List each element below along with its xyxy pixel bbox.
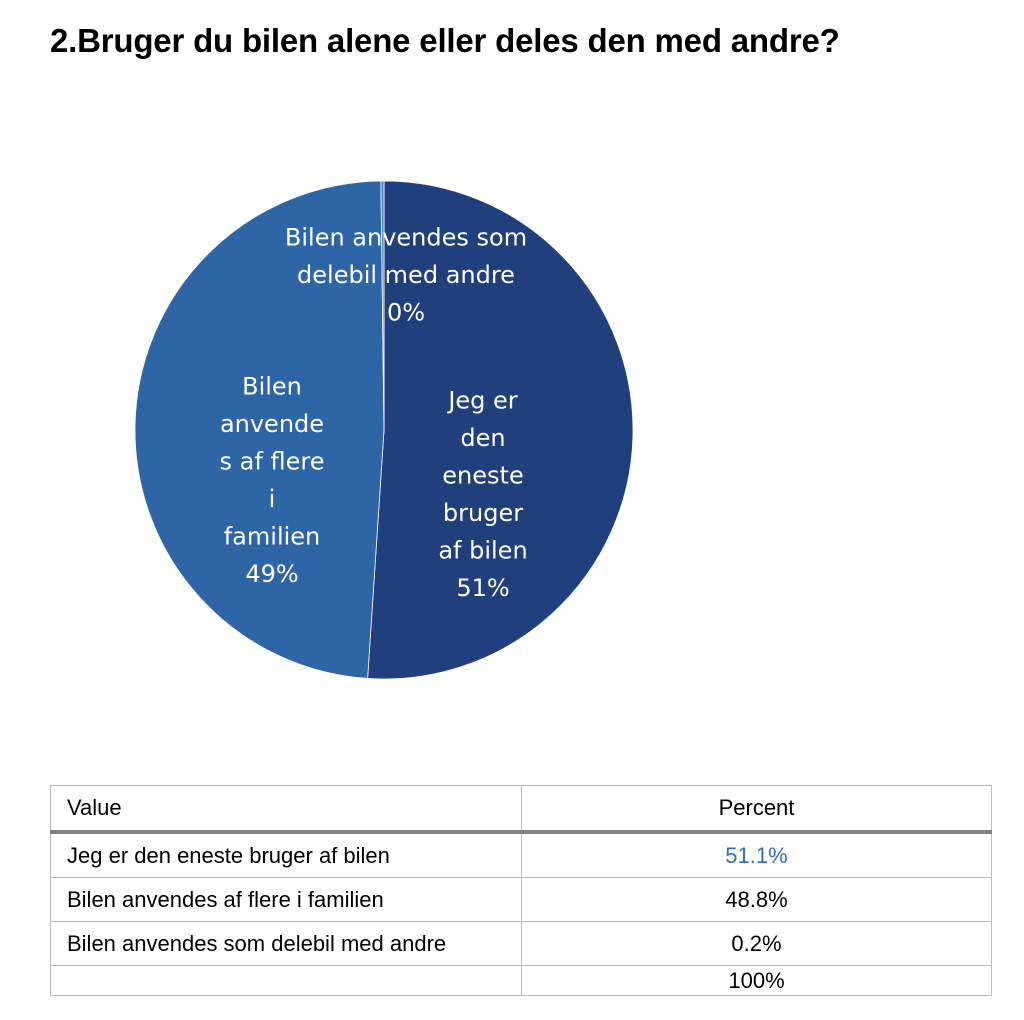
slice-delebil bbox=[380, 180, 385, 431]
header-percent: Percent bbox=[521, 785, 992, 834]
slice-label-line: bruger bbox=[443, 499, 523, 527]
total-empty-cell bbox=[50, 965, 522, 996]
slice-label-line: eneste bbox=[442, 461, 523, 489]
slice-label-line: den bbox=[460, 424, 505, 452]
total-percent: 100% bbox=[521, 965, 992, 996]
slice-label: Bilen anvende s af flere i familien 49% bbox=[220, 372, 325, 588]
slice-label-line: Bilen bbox=[242, 372, 302, 400]
slice-label-line: 51% bbox=[456, 574, 509, 602]
slice-flere-i-familien bbox=[134, 180, 385, 679]
row-percent: 51.1% bbox=[521, 831, 992, 878]
slice-label-line: Jeg er bbox=[446, 386, 517, 414]
table-row: Bilen anvendes af flere i familien 48.8% bbox=[50, 877, 992, 922]
slice-eneste-bruger bbox=[367, 180, 634, 680]
row-value: Bilen anvendes af flere i familien bbox=[50, 877, 522, 922]
slice-label-line: Bilen anvendes som bbox=[285, 224, 527, 252]
pie-chart: Jeg er den eneste bruger af bilen 51% Bilen anv… bbox=[134, 180, 634, 680]
table-row: Jeg er den eneste bruger af bilen 51.1% bbox=[50, 831, 992, 878]
slice-label-line: delebil med andre bbox=[297, 261, 515, 289]
row-value: Jeg er den eneste bruger af bilen bbox=[50, 831, 522, 878]
header-value: Value bbox=[50, 785, 522, 834]
summary-table: Value Percent Jeg er den eneste bruger a… bbox=[50, 785, 992, 996]
row-value: Bilen anvendes som delebil med andre bbox=[50, 921, 522, 966]
slice-label-line: 0% bbox=[387, 299, 425, 327]
page-title: 2.Bruger du bilen alene eller deles den … bbox=[50, 22, 840, 59]
row-percent: 0.2% bbox=[521, 921, 992, 966]
slice-label-line: af bilen bbox=[438, 536, 527, 564]
table-header-row: Value Percent bbox=[50, 785, 992, 834]
table-row: Bilen anvendes som delebil med andre 0.2… bbox=[50, 921, 992, 966]
row-percent: 48.8% bbox=[521, 877, 992, 922]
slice-label-line: familien bbox=[224, 522, 321, 550]
slice-label-line: i bbox=[269, 485, 276, 513]
slice-label: Jeg er den eneste bruger af bilen 51% bbox=[438, 386, 527, 602]
slice-label: Bilen anvendes som delebil med andre 0% bbox=[285, 224, 527, 327]
table-total-row: 100% bbox=[50, 965, 992, 996]
slice-label-line: anvende bbox=[220, 410, 324, 438]
slice-label-line: s af flere bbox=[220, 447, 325, 475]
slice-label-line: 49% bbox=[245, 560, 298, 588]
